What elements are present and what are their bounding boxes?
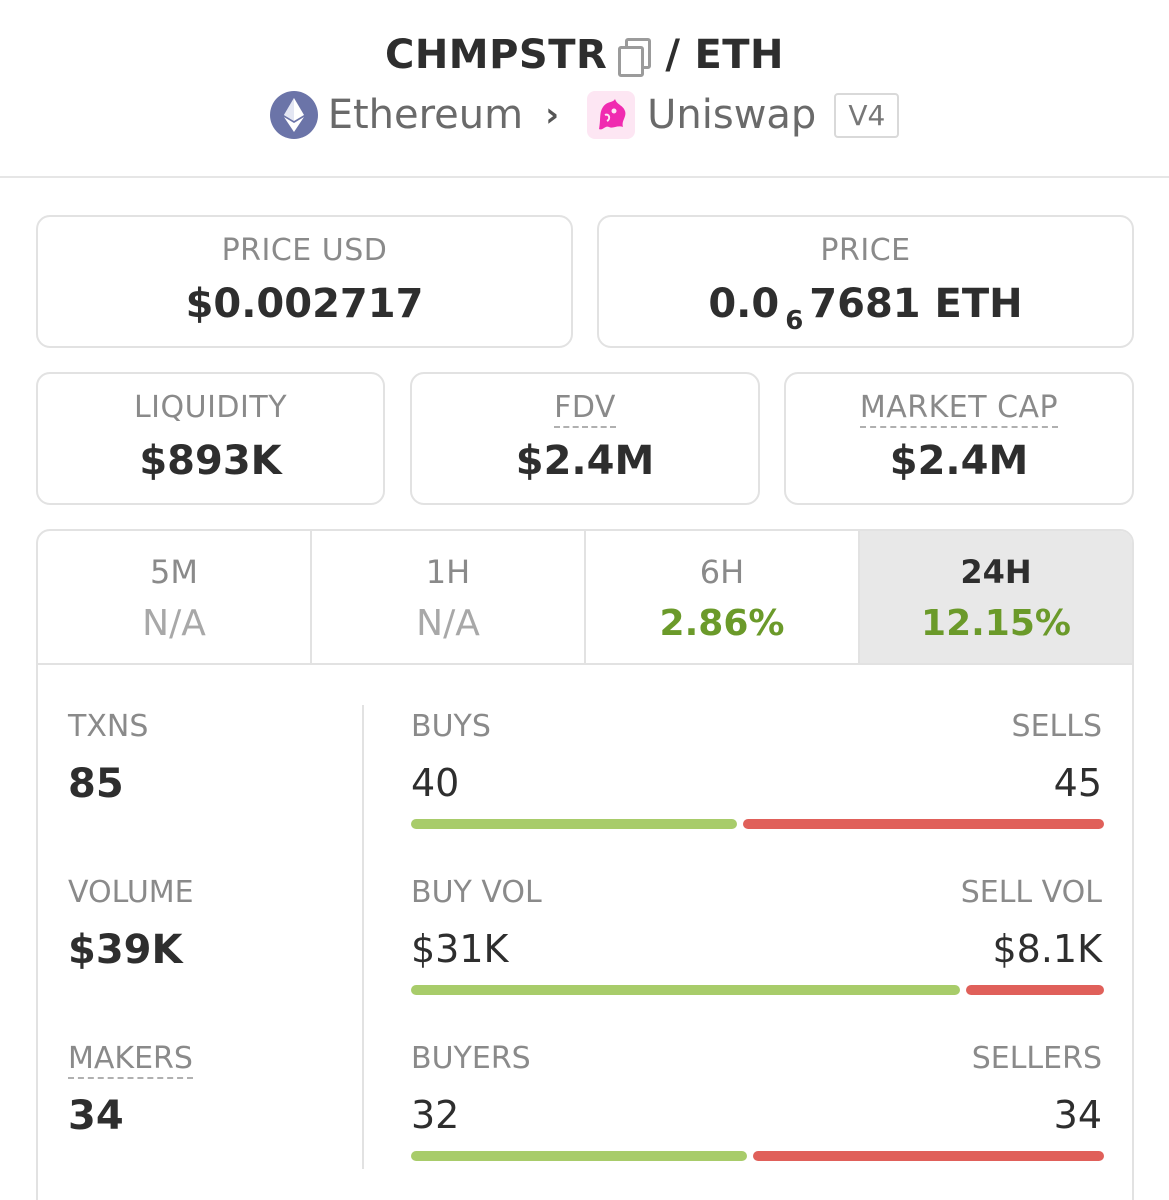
buyers-bar — [411, 1151, 747, 1161]
tab-6h-label: 6H — [699, 553, 745, 591]
fdv-label[interactable]: FDV — [554, 390, 616, 428]
tab-1h-change: N/A — [416, 603, 480, 644]
chevron-right-icon: › — [545, 95, 560, 135]
metrics-area: TXNS 85 VOLUME $39K MAKERS 34 BUYS SELLS… — [38, 667, 1132, 1200]
tab-24h-change: 12.15% — [921, 603, 1071, 644]
price-usd-label: PRICE USD — [221, 233, 388, 268]
makers-value: 34 — [68, 1093, 124, 1139]
price-native-value: 0.0 6 7681 ETH — [599, 281, 1132, 336]
ethereum-icon — [269, 91, 318, 139]
pair-separator: / — [665, 32, 681, 78]
uniswap-icon — [587, 91, 636, 139]
price-native-zero-count: 6 — [785, 306, 804, 336]
version-badge: V4 — [834, 92, 900, 138]
txns-label: TXNS — [68, 709, 149, 744]
market-cap-value: $2.4M — [889, 438, 1029, 484]
buyers-value: 32 — [411, 1093, 460, 1137]
sellers-value: 34 — [1053, 1093, 1102, 1137]
sells-bar — [743, 819, 1104, 829]
tab-6h-change: 2.86% — [659, 603, 785, 644]
sell-vol-bar — [966, 985, 1104, 995]
column-divider — [362, 705, 364, 1169]
makers-label[interactable]: MAKERS — [68, 1041, 193, 1079]
tab-1h[interactable]: 1H N/A — [312, 531, 586, 663]
buy-vol-label: BUY VOL — [411, 875, 542, 910]
sellers-bar — [753, 1151, 1104, 1161]
market-cap-label[interactable]: MARKET CAP — [859, 390, 1059, 428]
pair-header: CHMPSTR / ETH Ethereum › Uniswap V4 — [0, 0, 1169, 178]
sells-label: SELLS — [1011, 709, 1102, 744]
liquidity-card: LIQUIDITY $893K — [36, 372, 385, 505]
sell-vol-label: SELL VOL — [960, 875, 1102, 910]
sell-vol-value: $8.1K — [992, 927, 1102, 971]
tab-5m-label: 5M — [150, 553, 198, 591]
buy-vol-value: $31K — [411, 927, 509, 971]
buys-bar — [411, 819, 737, 829]
fdv-label-wrap: FDV — [412, 390, 758, 428]
tab-5m-change: N/A — [142, 603, 206, 644]
liquidity-value: $893K — [139, 438, 282, 484]
tab-6h[interactable]: 6H 2.86% — [586, 531, 860, 663]
liquidity-label: LIQUIDITY — [133, 390, 288, 425]
buy-vol-bar — [411, 985, 960, 995]
tab-5m[interactable]: 5M N/A — [38, 531, 312, 663]
tab-1h-label: 1H — [425, 553, 471, 591]
price-native-card: PRICE 0.0 6 7681 ETH — [597, 215, 1134, 348]
pair-title: CHMPSTR / ETH — [0, 30, 1169, 78]
timeframe-panel: 5M N/A 1H N/A 6H 2.86% 24H 12.15% TXNS 8… — [36, 529, 1134, 1200]
tab-24h[interactable]: 24H 12.15% — [860, 531, 1132, 663]
base-token-symbol: CHMPSTR — [384, 32, 608, 78]
timeframe-tabs: 5M N/A 1H N/A 6H 2.86% 24H 12.15% — [38, 531, 1132, 665]
buys-value: 40 — [411, 761, 460, 805]
dex-link[interactable]: Uniswap — [647, 92, 817, 138]
breadcrumb: Ethereum › Uniswap V4 — [0, 90, 1169, 139]
tab-24h-label: 24H — [960, 553, 1032, 591]
chain-link[interactable]: Ethereum — [327, 92, 524, 138]
volume-value: $39K — [68, 927, 183, 973]
buyers-label: BUYERS — [411, 1041, 531, 1076]
copy-icon[interactable] — [617, 38, 652, 77]
sells-value: 45 — [1053, 761, 1102, 805]
volume-label: VOLUME — [68, 875, 194, 910]
price-native-suffix: 7681 ETH — [809, 281, 1023, 327]
price-usd-value: $0.002717 — [185, 281, 424, 327]
quote-token-symbol: ETH — [694, 32, 785, 78]
fdv-value: $2.4M — [515, 438, 655, 484]
buys-label: BUYS — [411, 709, 491, 744]
price-native-prefix: 0.0 — [708, 281, 780, 327]
sellers-label: SELLERS — [971, 1041, 1102, 1076]
market-cap-label-wrap: MARKET CAP — [786, 390, 1132, 428]
price-usd-card: PRICE USD $0.002717 — [36, 215, 573, 348]
market-cap-card: MARKET CAP $2.4M — [784, 372, 1134, 505]
fdv-card: FDV $2.4M — [410, 372, 760, 505]
makers-label-wrap: MAKERS — [68, 1041, 193, 1079]
price-native-label: PRICE — [820, 233, 911, 268]
txns-value: 85 — [68, 761, 124, 807]
